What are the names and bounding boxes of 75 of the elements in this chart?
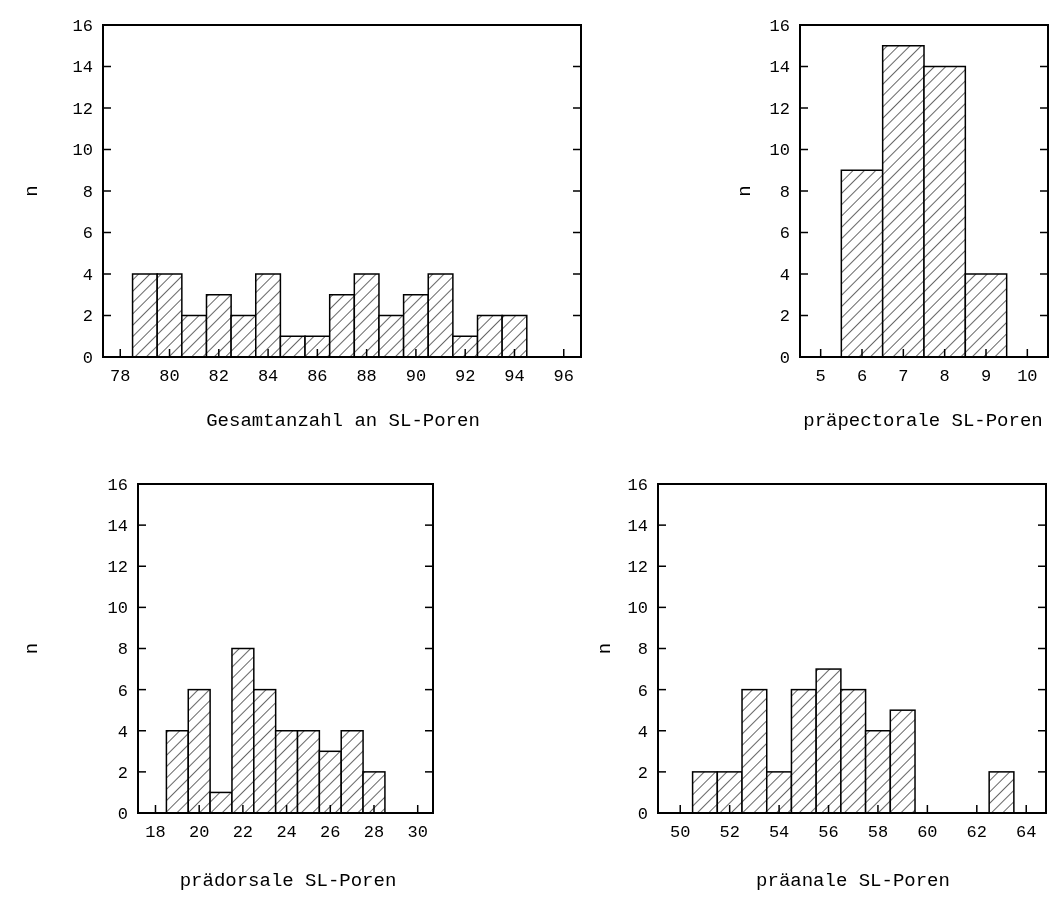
x-tick-label: 54 [768, 823, 790, 842]
x-tick-label: 86 [307, 367, 328, 386]
x-tick-label: 84 [257, 367, 279, 386]
x-axis-title: Gesamtanzahl an SL-Poren [206, 410, 480, 432]
x-tick-label: 26 [320, 823, 341, 842]
y-tick-label: 2 [779, 307, 790, 327]
y-tick-label: 6 [637, 681, 648, 701]
y-tick-label: 16 [107, 475, 128, 495]
y-tick-label: 10 [769, 141, 790, 161]
y-tick-label: 14 [107, 517, 128, 537]
x-tick-label: 50 [670, 823, 691, 842]
x-tick-label: 22 [232, 823, 254, 842]
x-tick-label: 24 [276, 823, 297, 842]
y-tick-label: 12 [769, 99, 790, 119]
y-tick-label: 16 [627, 475, 648, 495]
y-axis-title: n [20, 185, 43, 197]
y-tick-label: 8 [117, 640, 128, 660]
y-tick-label: 16 [72, 16, 93, 36]
y-tick-label: 4 [637, 722, 648, 742]
y-axis-title: n [20, 642, 43, 655]
y-axis-title: n [733, 185, 756, 197]
y-tick-label: 0 [117, 804, 128, 824]
x-tick-label: 94 [504, 367, 525, 386]
x-tick-label: 96 [553, 367, 574, 386]
y-tick-label: 14 [627, 517, 648, 537]
y-tick-label: 8 [779, 182, 790, 202]
x-tick-label: 8 [939, 367, 950, 386]
y-tick-label: 2 [117, 763, 128, 783]
x-axis-title: präanale SL-Poren [756, 870, 950, 892]
y-tick-label: 8 [82, 182, 93, 202]
x-tick-label: 20 [188, 823, 210, 842]
y-tick-label: 14 [769, 58, 790, 78]
y-tick-label: 12 [627, 558, 648, 578]
x-tick-label: 60 [917, 823, 938, 842]
x-tick-label: 56 [818, 823, 839, 842]
y-tick-label: 6 [82, 224, 93, 244]
x-tick-label: 7 [898, 367, 909, 386]
y-tick-label: 14 [72, 58, 93, 78]
y-tick-label: 4 [82, 265, 93, 285]
y-tick-label: 2 [82, 307, 93, 327]
y-tick-label: 10 [107, 599, 128, 619]
y-tick-label: 10 [72, 141, 93, 161]
x-tick-label: 80 [159, 367, 180, 386]
x-tick-label: 78 [110, 367, 131, 386]
x-tick-label: 58 [867, 823, 889, 842]
y-tick-label: 8 [637, 640, 648, 660]
x-tick-label: 52 [719, 823, 740, 842]
x-tick-label: 6 [856, 367, 868, 386]
y-tick-label: 10 [627, 599, 648, 619]
y-tick-label: 0 [779, 348, 790, 368]
y-axis-title: n [593, 642, 616, 655]
x-tick-label: 30 [407, 823, 428, 842]
x-tick-label: 9 [980, 367, 992, 386]
x-tick-label: 18 [145, 823, 166, 842]
y-tick-label: 12 [72, 99, 93, 119]
x-tick-label: 92 [454, 367, 476, 386]
y-tick-label: 4 [117, 722, 128, 742]
y-tick-label: 0 [637, 804, 648, 824]
x-tick-label: 82 [208, 367, 230, 386]
x-tick-label: 28 [363, 823, 385, 842]
y-tick-label: 4 [779, 265, 790, 285]
y-tick-label: 12 [107, 558, 128, 578]
y-tick-label: 6 [117, 681, 128, 701]
x-tick-label: 10 [1017, 367, 1038, 386]
x-axis-title: prädorsale SL-Poren [179, 870, 397, 892]
y-tick-label: 2 [637, 763, 648, 783]
x-tick-label: 88 [356, 367, 377, 386]
y-tick-label: 0 [82, 348, 93, 368]
y-tick-label: 16 [769, 16, 790, 36]
x-tick-label: 64 [1016, 823, 1037, 842]
x-axis-title: präpectorale SL-Poren [803, 410, 1043, 432]
y-tick-label: 6 [779, 224, 790, 244]
x-tick-label: 62 [966, 823, 988, 842]
x-tick-label: 90 [405, 367, 427, 386]
x-tick-label: 5 [815, 367, 826, 386]
